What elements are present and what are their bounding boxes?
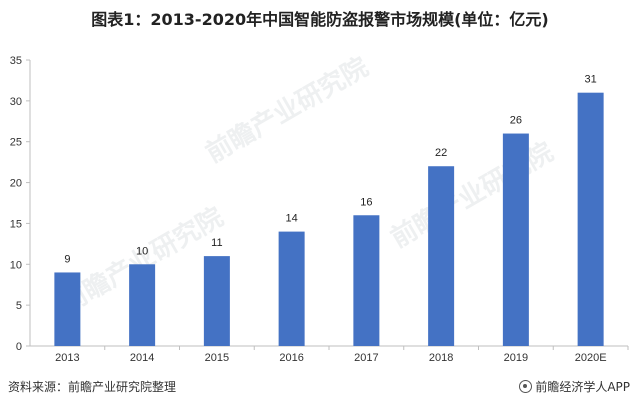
x-tick-label: 2020E: [575, 352, 607, 364]
brand-label: 前瞻经济学人APP: [535, 380, 630, 394]
bar: [203, 256, 230, 346]
chart-title: 图表1：2013-2020年中国智能防盗报警市场规模(单位：亿元): [91, 10, 549, 29]
brand-logo-icon: [519, 380, 533, 393]
bar: [428, 166, 455, 346]
brand-credit: 前瞻经济学人APP: [519, 378, 630, 395]
y-tick-label: 10: [10, 259, 22, 271]
y-tick-label: 20: [10, 178, 22, 190]
data-label: 14: [286, 213, 298, 225]
source-note: 资料来源：前瞻产业研究院整理: [8, 380, 177, 394]
y-tick-label: 30: [10, 96, 22, 108]
y-tick-label: 0: [16, 341, 22, 353]
y-tick-label: 5: [16, 300, 22, 312]
data-label: 26: [510, 115, 522, 127]
data-label: 9: [64, 253, 70, 265]
x-tick-label: 2018: [429, 352, 453, 364]
x-tick-label: 2014: [130, 352, 154, 364]
x-tick-label: 2019: [504, 352, 528, 364]
y-tick-label: 35: [10, 55, 22, 67]
bar: [577, 92, 604, 346]
x-tick-label: 2017: [354, 352, 378, 364]
data-label: 16: [360, 196, 372, 208]
y-tick-label: 15: [10, 218, 22, 230]
data-label: 11: [211, 237, 222, 249]
bar: [129, 264, 156, 346]
data-label: 22: [435, 147, 447, 159]
y-tick-label: 25: [10, 137, 22, 149]
bar-chart: 0 5 10 15 20 25 30 35 9 2013 10 2014 11 2015 14 2016 16 2…: [10, 55, 629, 364]
x-tick-label: 2013: [55, 352, 79, 364]
bar: [353, 215, 380, 346]
bar: [502, 133, 529, 346]
x-tick-label: 2016: [279, 352, 303, 364]
data-label: 31: [585, 74, 597, 86]
data-label: 10: [136, 245, 148, 257]
bar: [54, 272, 81, 346]
bar: [278, 231, 305, 346]
x-tick-label: 2015: [205, 352, 229, 364]
